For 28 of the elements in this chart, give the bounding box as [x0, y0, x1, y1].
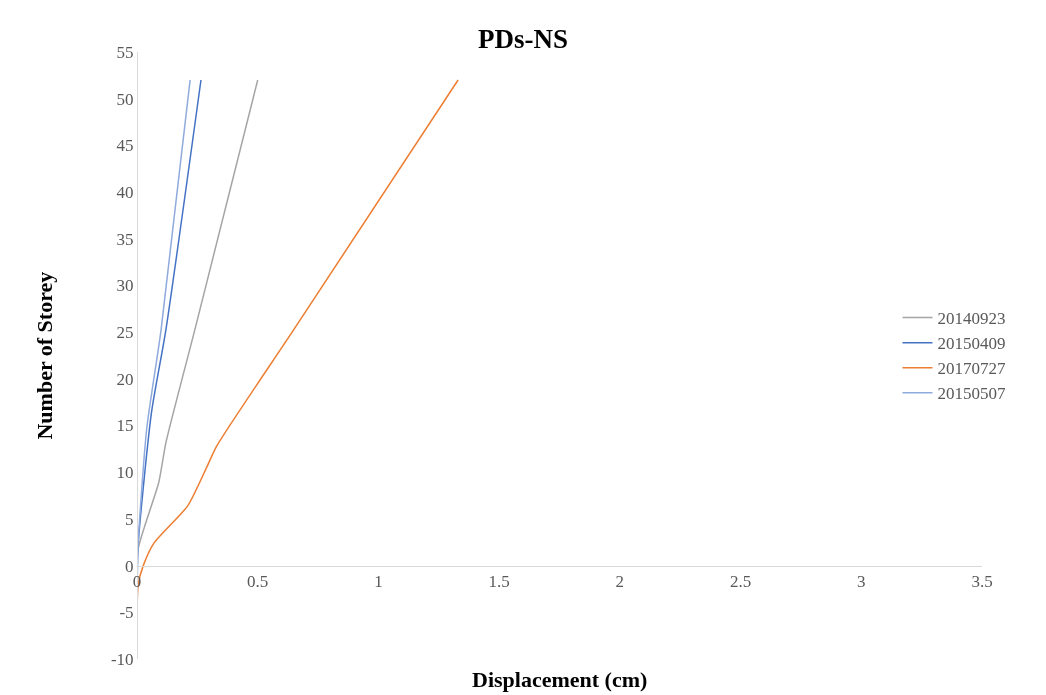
- chart-title: PDs-NS: [477, 23, 569, 54]
- x-axis-title: Displacement (cm): [472, 667, 648, 692]
- x-tick-label: 3: [857, 572, 866, 592]
- y-tick-label: 25: [116, 323, 134, 343]
- y-tick-label: 40: [116, 183, 134, 203]
- x-tick-label: 1.5: [488, 572, 510, 592]
- y-tick-label: 30: [116, 276, 134, 296]
- x-tick-label: 0.5: [247, 572, 269, 592]
- y-tick-label: 35: [116, 229, 134, 249]
- y-tick-label: 20: [116, 369, 134, 389]
- y-axis-title: Number of Storey: [31, 271, 57, 440]
- legend-label: 20170727: [937, 359, 1006, 379]
- x-tick-label: 2: [615, 572, 625, 592]
- y-tick-label: 50: [116, 89, 134, 109]
- y-tick-label: -10: [110, 649, 134, 669]
- x-tick-label: 1: [374, 572, 383, 592]
- y-tick-label: 0: [125, 556, 134, 576]
- y-tick-label: 5: [125, 509, 134, 529]
- x-tick-label: 2.5: [729, 572, 752, 592]
- y-tick-label: -5: [119, 603, 134, 623]
- y-tick-label: 55: [116, 42, 134, 62]
- legend-label: 20150507: [937, 384, 1006, 404]
- x-tick-label: 3.5: [971, 572, 993, 592]
- legend-label: 20150409: [937, 334, 1006, 354]
- y-tick-label: 15: [116, 416, 134, 436]
- legend-label: 20140923: [937, 309, 1006, 329]
- y-tick-label: 45: [116, 136, 134, 156]
- y-tick-label: 10: [116, 463, 134, 483]
